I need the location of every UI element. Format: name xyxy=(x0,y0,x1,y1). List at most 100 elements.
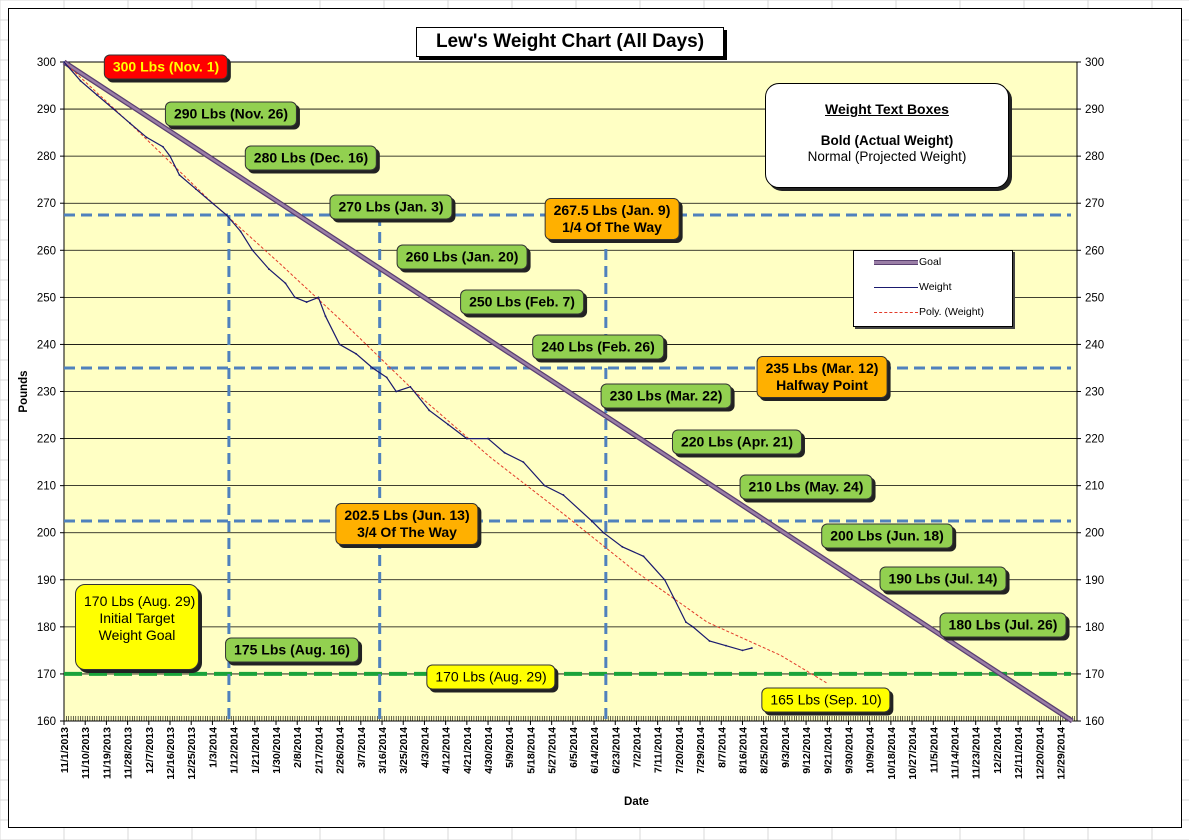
weight-point xyxy=(673,597,676,600)
y-tick-label-left: 200 xyxy=(37,528,56,540)
annotation-a235[interactable]: 235 Lbs (Mar. 12) Halfway Point xyxy=(756,356,888,398)
y-tick-label-right: 240 xyxy=(1085,339,1104,351)
weight-point xyxy=(642,555,645,558)
weight-point xyxy=(305,301,308,303)
weight-point xyxy=(268,268,270,271)
annotation-a2025-text: 202.5 Lbs (Jun. 13) xyxy=(344,507,470,523)
annotation-a280-text: 280 Lbs (Dec. 16) xyxy=(253,149,369,166)
legend-label-poly: Poly. (Weight) xyxy=(919,306,984,318)
x-tick-label: 5/27/2014 xyxy=(547,727,559,774)
annotation-a210[interactable]: 210 Lbs (May. 24) xyxy=(739,474,873,500)
weight-point xyxy=(409,385,412,388)
y-tick-label-right: 180 xyxy=(1085,622,1104,634)
chart-title: Lew's Weight Chart (All Days) xyxy=(416,27,724,57)
x-tick-label: 3/16/2014 xyxy=(377,727,389,774)
x-tick-label: 11/23/2014 xyxy=(971,727,983,779)
annotation-a300-text: 300 Lbs (Nov. 1) xyxy=(112,58,220,75)
x-tick-label: 4/3/2014 xyxy=(419,727,431,768)
x-tick-label: 11/5/2014 xyxy=(928,727,940,773)
x-tick-label: 7/2/2014 xyxy=(631,727,643,768)
x-tick-label: 8/16/2014 xyxy=(737,727,749,774)
poly-trend-line xyxy=(63,61,828,684)
chart-legend[interactable]: Goal Weight Poly. (Weight) xyxy=(853,250,1013,327)
x-tick-label: 7/29/2014 xyxy=(695,727,707,774)
y-tick-label-left: 300 xyxy=(37,57,56,69)
text-box-key-actual: Bold (Actual Weight) xyxy=(820,133,954,148)
x-tick-label: 9/30/2014 xyxy=(843,727,855,774)
weight-point xyxy=(522,461,525,464)
x-tick-label: 12/11/2014 xyxy=(1013,727,1025,779)
x-tick-label: 10/27/2014 xyxy=(907,727,919,780)
y-tick-label-left: 160 xyxy=(37,716,56,728)
y-tick-label-right: 200 xyxy=(1085,528,1104,540)
annotation-a165[interactable]: 165 Lbs (Sep. 10) xyxy=(761,687,891,713)
annotation-a200[interactable]: 200 Lbs (Jun. 18) xyxy=(821,523,953,549)
weight-point xyxy=(543,484,546,487)
y-tick-label-right: 160 xyxy=(1085,716,1104,728)
y-tick-label-left: 230 xyxy=(37,387,56,399)
annotation-a170g-line3: Weight Goal xyxy=(98,627,176,643)
annotation-a240[interactable]: 240 Lbs (Feb. 26) xyxy=(532,334,664,360)
annotation-a170-text: 170 Lbs (Aug. 29) xyxy=(435,668,547,685)
annotation-a2675[interactable]: 267.5 Lbs (Jan. 9) 1/4 Of The Way xyxy=(544,198,680,240)
weight-point xyxy=(503,451,506,454)
x-tick-label: 11/14/2014 xyxy=(949,727,961,779)
y-axis-title: Pounds xyxy=(18,370,30,412)
y-tick-label-right: 260 xyxy=(1085,245,1104,257)
y-tick-label-left: 220 xyxy=(37,434,56,446)
x-tick-label: 8/25/2014 xyxy=(759,727,771,774)
x-tick-label: 2/17/2014 xyxy=(313,727,325,774)
annotation-a260[interactable]: 260 Lbs (Jan. 20) xyxy=(396,244,528,270)
weight-point xyxy=(338,343,341,346)
y-tick-label-right: 170 xyxy=(1085,669,1104,681)
x-tick-label: 11/10/2013 xyxy=(80,727,92,779)
y-tick-label-left: 250 xyxy=(37,292,56,304)
annotation-a2675-line2: 1/4 Of The Way xyxy=(562,219,662,235)
x-tick-label: 3/25/2014 xyxy=(398,727,410,774)
x-tick-label: 12/16/2013 xyxy=(165,727,177,780)
y-tick-label-right: 210 xyxy=(1085,481,1104,493)
annotation-a290[interactable]: 290 Lbs (Nov. 26) xyxy=(164,101,298,127)
legend-swatch-poly xyxy=(874,312,918,313)
annotation-a280[interactable]: 280 Lbs (Dec. 16) xyxy=(244,145,378,171)
weight-point xyxy=(465,437,468,440)
annotation-a170g[interactable]: 170 Lbs (Aug. 29) Initial Target Weight Go… xyxy=(75,584,199,670)
x-tick-label: 9/21/2014 xyxy=(822,727,834,774)
x-tick-label: 1/30/2014 xyxy=(271,727,283,774)
x-tick-label: 7/20/2014 xyxy=(674,727,686,774)
annotation-a190[interactable]: 190 Lbs (Jul. 14) xyxy=(879,566,1007,592)
annotation-a2025[interactable]: 202.5 Lbs (Jun. 13) 3/4 Of The Way xyxy=(335,503,479,545)
weight-point xyxy=(355,352,358,355)
legend-swatch-goal xyxy=(874,260,918,265)
weight-point xyxy=(225,214,228,216)
weight-point xyxy=(145,136,148,139)
x-tick-label: 10/9/2014 xyxy=(865,727,877,774)
weight-point xyxy=(284,282,287,285)
annotation-a170[interactable]: 170 Lbs (Aug. 29) xyxy=(426,664,556,690)
text-box-key: Weight Text Boxes Bold (Actual Weight) N… xyxy=(765,83,1009,188)
weight-point xyxy=(385,376,388,379)
annotation-a300[interactable]: 300 Lbs (Nov. 1) xyxy=(103,54,229,80)
annotation-a180-text: 180 Lbs (Jul. 26) xyxy=(948,616,1058,633)
annotation-a270[interactable]: 270 Lbs (Jan. 3) xyxy=(329,194,453,220)
x-tick-label: 9/3/2014 xyxy=(780,727,792,768)
annotation-a220[interactable]: 220 Lbs (Apr. 21) xyxy=(671,429,803,455)
annotation-a2025-line2: 3/4 Of The Way xyxy=(357,524,457,540)
y-tick-label-right: 220 xyxy=(1085,434,1104,446)
legend-label-weight: Weight xyxy=(919,281,952,293)
weight-point xyxy=(129,122,131,125)
weight-point xyxy=(487,437,489,440)
annotation-a180[interactable]: 180 Lbs (Jul. 26) xyxy=(939,612,1067,638)
annotation-a165-text: 165 Lbs (Sep. 10) xyxy=(770,691,882,708)
annotation-a250[interactable]: 250 Lbs (Feb. 7) xyxy=(460,289,584,315)
x-tick-label: 2/8/2014 xyxy=(292,727,304,768)
y-tick-label-left: 240 xyxy=(37,339,56,351)
annotation-a220-text: 220 Lbs (Apr. 21) xyxy=(680,433,794,450)
annotation-a175[interactable]: 175 Lbs (Aug. 16) xyxy=(225,637,359,663)
y-tick-label-right: 250 xyxy=(1085,292,1104,304)
x-tick-label: 11/28/2013 xyxy=(123,727,135,779)
annotation-a230[interactable]: 230 Lbs (Mar. 22) xyxy=(600,383,732,409)
x-tick-label: 1/12/2014 xyxy=(229,727,241,774)
x-tick-label: 3/7/2014 xyxy=(356,727,368,768)
weight-point xyxy=(395,390,398,393)
